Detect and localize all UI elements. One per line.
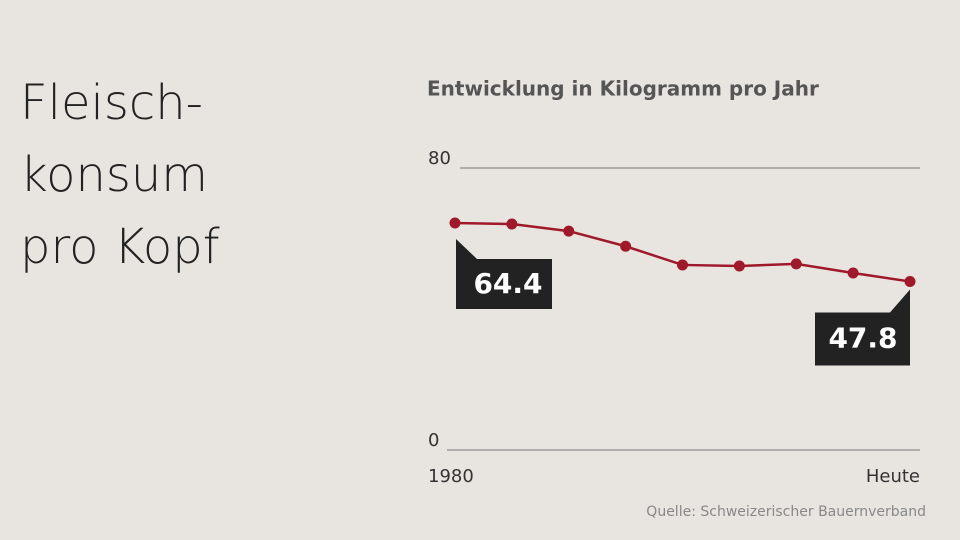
source: Quelle: Schweizerischer Bauernverband — [646, 504, 926, 520]
data-point — [904, 276, 916, 288]
title-line: konsum — [20, 147, 208, 203]
y-tick-label: 80 — [428, 148, 451, 169]
title-line: Fleisch- — [20, 75, 203, 131]
callout-box — [456, 238, 552, 309]
x-tick-label: 1980 — [428, 466, 474, 487]
data-point — [847, 267, 859, 279]
data-point — [449, 217, 461, 229]
callout-box — [815, 289, 910, 366]
x-tick-label: Heute — [866, 466, 920, 487]
data-point — [733, 260, 745, 272]
data-point — [506, 218, 518, 230]
data-point — [563, 225, 575, 237]
data-label: 64.4 — [473, 267, 542, 300]
data-label: 47.8 — [828, 322, 897, 355]
data-point — [677, 259, 688, 271]
data-point — [620, 240, 632, 252]
title: Fleisch- konsum pro Kopf — [20, 75, 220, 275]
subtitle: Entwicklung in Kilogramm pro Jahr — [427, 77, 819, 101]
title-line: pro Kopf — [20, 219, 220, 275]
data-point — [790, 258, 802, 270]
y-tick-label: 0 — [428, 430, 439, 451]
